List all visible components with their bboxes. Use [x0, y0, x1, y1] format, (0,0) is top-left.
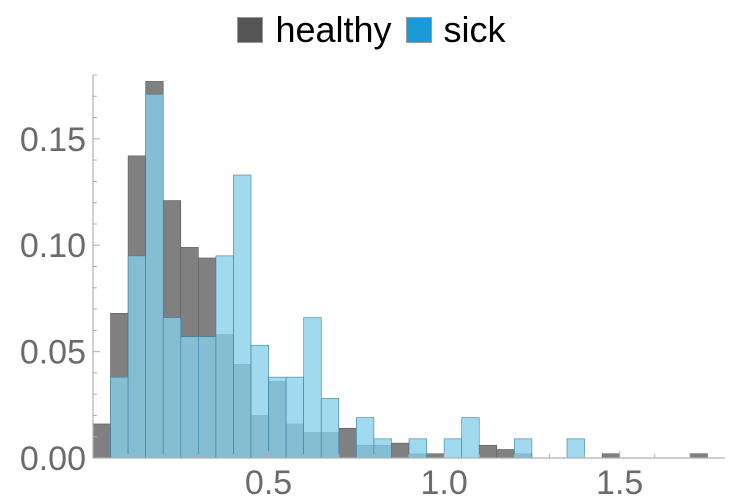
- bar-sick-20: [443, 438, 462, 459]
- y-tick-label: 0.00: [20, 440, 86, 478]
- bar-sick-15: [356, 417, 375, 459]
- bar-sick-6: [198, 336, 217, 459]
- bar-sick-5: [180, 336, 199, 459]
- bar-sick-13: [320, 398, 340, 459]
- y-tick-label: 0.10: [20, 227, 86, 265]
- bar-sick-9: [250, 344, 269, 459]
- bar-sick-21: [461, 417, 480, 459]
- bar-healthy-22: [478, 444, 498, 459]
- sick-bars: [110, 93, 585, 459]
- bar-healthy-19: [426, 453, 445, 459]
- bar-healthy-29: [601, 453, 620, 459]
- legend-swatch-sick: [405, 17, 432, 43]
- bar-sick-16: [373, 438, 392, 459]
- legend-swatch-healthy: [237, 17, 264, 43]
- bar-sick-10: [268, 376, 287, 459]
- legend-label-healthy: healthy: [275, 9, 392, 50]
- bar-sick-12: [303, 317, 322, 459]
- legend-entry-healthy: healthy: [237, 8, 392, 52]
- bar-sick-8: [233, 174, 252, 459]
- legend: healthy sick: [0, 8, 743, 52]
- bar-sick-27: [566, 438, 585, 459]
- bar-sick-4: [162, 317, 182, 459]
- axes: [92, 74, 725, 459]
- y-tick-label: 0.15: [20, 121, 86, 159]
- bar-sick-18: [408, 438, 427, 459]
- x-tick-label: 1.5: [596, 464, 643, 502]
- tick-labels: 0.5 1.0 1.5 0.00 0.05 0.10 0.15: [20, 121, 643, 502]
- bar-sick-1: [110, 376, 129, 459]
- x-tick-label: 0.5: [245, 464, 292, 502]
- bar-sick-7: [215, 255, 234, 459]
- bar-healthy-14: [338, 427, 357, 459]
- legend-label-sick: sick: [443, 9, 506, 50]
- bar-sick-11: [285, 376, 304, 459]
- bar-sick-24: [514, 438, 533, 459]
- legend-entry-sick: sick: [405, 8, 506, 52]
- bar-healthy-23: [496, 449, 515, 459]
- bar-sick-2: [127, 255, 146, 459]
- y-tick-label: 0.05: [20, 334, 86, 372]
- bar-sick-3: [145, 93, 164, 459]
- bar-healthy-0: [92, 423, 111, 459]
- bar-healthy-34: [689, 453, 708, 459]
- bar-healthy-17: [391, 442, 410, 459]
- x-tick-label: 1.0: [420, 464, 467, 502]
